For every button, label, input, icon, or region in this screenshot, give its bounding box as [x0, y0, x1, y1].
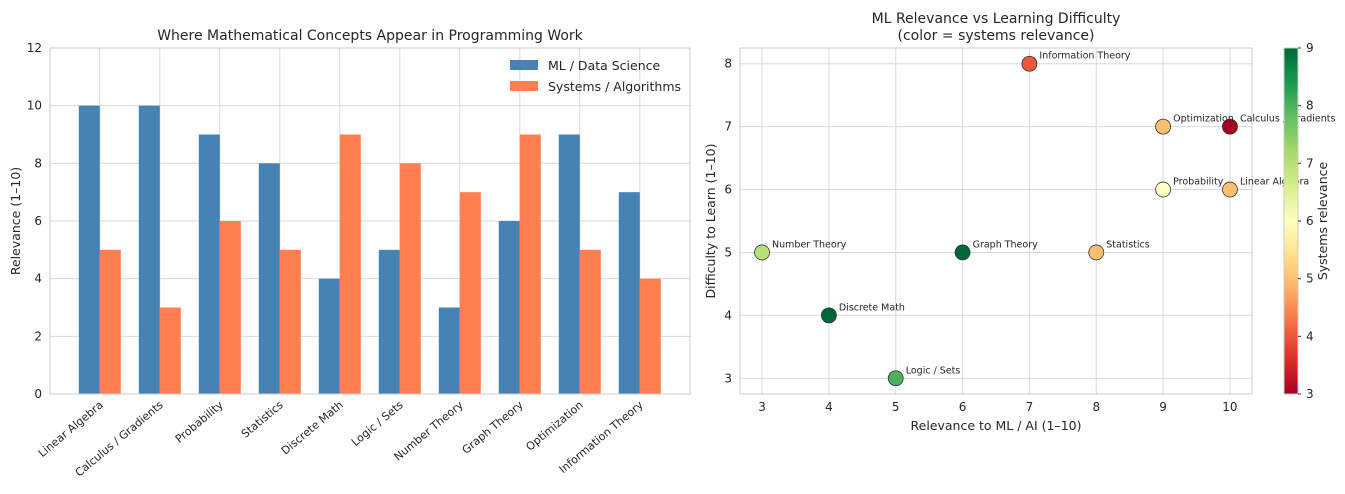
bar-ml	[618, 192, 640, 394]
legend-label: ML / Data Science	[548, 58, 660, 73]
scatter-point	[1155, 181, 1172, 198]
point-label: Optimization	[1173, 114, 1234, 125]
bar-ml	[318, 278, 340, 394]
bar-ml	[258, 163, 280, 394]
point-label: Linear Algebra	[1240, 177, 1309, 188]
colorbar-tick-label: 7	[1306, 156, 1314, 170]
scatter-title: ML Relevance vs Learning Difficulty	[872, 11, 1121, 27]
scatter-point	[820, 307, 837, 324]
x-tick-label: 7	[1026, 400, 1034, 414]
y-tick-label: 8	[724, 57, 732, 71]
bar-systems	[219, 221, 241, 394]
y-tick-label: 5	[724, 245, 732, 259]
bar-systems	[639, 278, 661, 394]
colorbar-tick-label: 3	[1306, 387, 1314, 401]
x-tick-label: 4	[825, 400, 833, 414]
x-tick-label: Statistics	[239, 398, 286, 440]
point-label: Information Theory	[1039, 51, 1130, 62]
point-label: Discrete Math	[839, 302, 905, 313]
colorbar-label: Systems relevance	[1315, 162, 1330, 281]
y-tick-label: 12	[27, 41, 42, 55]
x-tick-label: 10	[1222, 400, 1237, 414]
colorbar-tick-label: 9	[1306, 41, 1314, 55]
bar-systems	[339, 134, 361, 394]
bar-systems	[159, 307, 181, 394]
colorbar-tick-label: 5	[1306, 272, 1314, 286]
bar-ml	[498, 221, 520, 394]
legend-swatch	[510, 60, 538, 70]
x-tick-label: Logic / Sets	[349, 398, 406, 449]
scatter-subtitle: (color = systems relevance)	[898, 28, 1095, 44]
axes-frame	[49, 47, 691, 395]
scatter-ylabel: Difficulty to Learn (1–10)	[703, 143, 718, 298]
bar-systems	[579, 249, 601, 394]
bar-systems	[459, 192, 481, 394]
scatter-point	[1155, 118, 1172, 135]
colorbar-tick-label: 4	[1306, 329, 1314, 343]
bar-ml	[198, 134, 220, 394]
x-tick-label: Probability	[173, 398, 226, 446]
scatter-point	[1222, 118, 1238, 135]
x-tick-label: 8	[1092, 400, 1100, 414]
scatter-point	[754, 244, 770, 261]
colorbar	[1283, 47, 1299, 395]
y-tick-label: 10	[27, 99, 42, 113]
y-tick-label: 6	[724, 183, 732, 197]
x-tick-label: 9	[1159, 400, 1167, 414]
y-tick-label: 0	[34, 387, 42, 401]
bar-systems	[399, 163, 421, 394]
x-tick-label: Graph Theory	[460, 398, 527, 457]
bar-ml	[558, 134, 580, 394]
y-tick-label: 7	[724, 120, 732, 134]
legend-swatch	[510, 81, 538, 91]
scatter-point	[1088, 244, 1105, 261]
x-tick-label: Discrete Math	[279, 398, 346, 457]
x-tick-label: Optimization	[523, 398, 585, 453]
colorbar-tick-label: 8	[1306, 99, 1314, 113]
x-tick-label: 5	[892, 400, 900, 414]
y-tick-label: 3	[724, 371, 732, 385]
legend-label: Systems / Algorithms	[548, 79, 681, 94]
x-tick-label: 6	[959, 400, 967, 414]
axes-frame	[739, 47, 1253, 395]
point-label: Graph Theory	[973, 239, 1039, 250]
bar-ml	[438, 307, 460, 394]
x-tick-label: 3	[758, 400, 766, 414]
y-tick-label: 4	[724, 308, 732, 322]
scatter-point	[887, 370, 904, 387]
point-label: Statistics	[1106, 239, 1149, 250]
bar-systems	[279, 249, 301, 394]
bar-ml	[78, 105, 100, 395]
bar-ml	[378, 249, 400, 394]
point-label: Probability	[1173, 177, 1224, 188]
y-tick-label: 8	[34, 156, 42, 170]
scatter-point	[954, 244, 971, 261]
bar-ml	[138, 105, 160, 395]
bar-systems	[99, 249, 121, 394]
point-label: Number Theory	[772, 239, 847, 250]
bar-chart-title: Where Mathematical Concepts Appear in Pr…	[157, 28, 583, 44]
scatter-point	[1021, 55, 1038, 72]
scatter-point	[1222, 181, 1238, 198]
bar-systems	[519, 134, 541, 394]
y-tick-label: 4	[34, 272, 42, 286]
scatter-xlabel: Relevance to ML / AI (1–10)	[911, 418, 1082, 433]
colorbar-tick-label: 6	[1306, 214, 1314, 228]
bar-chart-ylabel: Relevance (1–10)	[8, 167, 23, 275]
point-label: Logic / Sets	[906, 365, 961, 376]
y-tick-label: 2	[34, 329, 42, 343]
y-tick-label: 6	[34, 214, 42, 228]
